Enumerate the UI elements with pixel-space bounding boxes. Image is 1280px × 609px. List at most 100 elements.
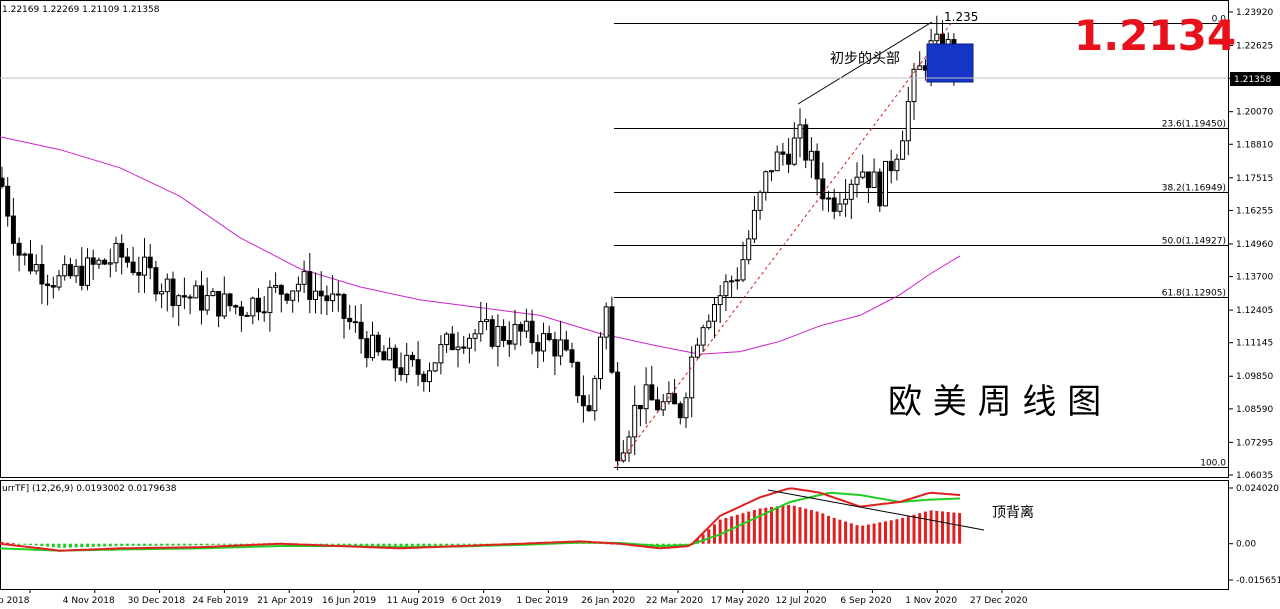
candle-body [392,347,398,369]
macd-histogram-bar [388,543,392,547]
candle-body [193,285,199,299]
macd-histogram-bar [325,543,329,545]
candle-body [740,259,746,281]
candle-body [39,263,45,285]
candle-body [569,349,575,363]
candle-body [706,320,712,329]
candle-body [592,378,598,412]
macd-histogram-bar [80,543,84,548]
macd-histogram-bar [804,508,808,544]
indicator-panel-frame [0,480,1229,590]
candle-body [751,209,757,240]
macd-histogram-bar [428,543,431,546]
candle-body [905,101,911,142]
macd-histogram-bar [143,543,146,546]
macd-histogram-bar [946,511,950,544]
time-tick-label: 24 Feb 2019 [192,596,248,606]
indicator-label: urrTF] (12,26,9) 0.0193002 0.0179638 [2,484,177,494]
macd-histogram-bar [239,543,243,545]
macd-histogram-bar [439,543,443,546]
macd-histogram-bar [23,543,27,545]
macd-histogram-bar [205,543,209,546]
macd-histogram-bar [217,543,221,545]
moving-average-layer [0,136,961,355]
candle-body [717,295,723,306]
fib-level-label: 61.8(1.12905) [1162,289,1226,299]
macd-histogram-bar [827,515,830,544]
candle-body [347,317,353,323]
macd-histogram-bar [787,504,791,544]
fibonacci-levels: 0.0 23.6(1.19450) 38.2(1.16949) 50.0(1.1492… [614,15,1228,469]
macd-histogram-bar [86,543,89,548]
fib-level-label: 23.6(1.19450) [1162,120,1226,130]
candle-body [535,342,541,352]
candle-body [854,176,860,185]
current-price-tag: 1.21358 [1234,75,1271,85]
candle-body [170,278,176,306]
macd-histogram-bar [770,507,773,544]
macd-histogram-bar [211,543,215,545]
candle-body [96,259,102,265]
macd-histogram-bar [752,510,756,544]
macd-histogram-bar [222,543,226,545]
price-tick-label: 1.18810 [1236,140,1273,150]
macd-histogram-bar [359,543,363,546]
candle-body [626,436,632,454]
candle-body [865,171,871,189]
candle-body [609,306,615,373]
candle-body [529,320,535,344]
head-pointer-line [797,21,933,105]
candle-body [335,293,341,296]
macd-histogram-bar [188,543,192,546]
candle-body [273,285,279,288]
candle-body [655,399,660,411]
candle-body [814,150,820,180]
candle-body [427,370,432,383]
macd-line [0,487,961,552]
peak-label: 1.235 [944,10,978,24]
macd-histogram-bar [422,543,426,547]
candle-body [780,151,786,155]
candle-body [387,347,393,361]
macd-layer: 0.0240207 0.00 -0.015651 [0,484,1280,586]
candle-body [637,404,643,410]
macd-histogram-bar [433,543,437,546]
macd-histogram-bar [234,543,238,545]
ohlc-header: 1.22169 1.22269 1.21109 1.21358 [2,5,160,15]
candle-body [33,263,39,272]
macd-histogram-bar [342,543,346,546]
macd-histogram-bar [399,543,403,547]
macd-tick-label: 0.0240207 [1236,484,1280,494]
candle-body [911,68,917,103]
fib-level-label: 38.2(1.16949) [1162,184,1226,194]
time-tick-label: 11 Aug 2019 [387,596,445,606]
macd-histogram-bar [51,543,55,548]
chart-title: 欧 美 周 线 图 [888,382,1101,422]
macd-histogram-bar [889,520,893,544]
macd-histogram-bar [958,513,962,544]
macd-histogram-bar [473,543,477,545]
price-tick-label: 1.22625 [1236,42,1273,52]
candle-body [432,362,438,372]
candle-body [210,291,216,297]
macd-histogram-bar [177,543,181,546]
macd-histogram-bar [929,510,933,544]
macd-histogram-bar [63,543,67,548]
candle-body [324,295,330,302]
candle-body [757,191,763,211]
candle-body [278,285,284,295]
candle-body [204,295,210,311]
candle-body [409,354,415,361]
candle-body [227,293,233,307]
candle-body [415,359,421,375]
candle-body [28,253,33,272]
candle-body [250,297,256,317]
candle-body [484,319,489,323]
macd-histogram-bar [120,543,124,547]
candle-body [301,271,307,285]
macd-histogram-bar [855,525,859,544]
candle-body [381,351,387,361]
candle-body [358,321,364,340]
candle-body [786,153,792,165]
macd-histogram-bar [200,543,203,546]
